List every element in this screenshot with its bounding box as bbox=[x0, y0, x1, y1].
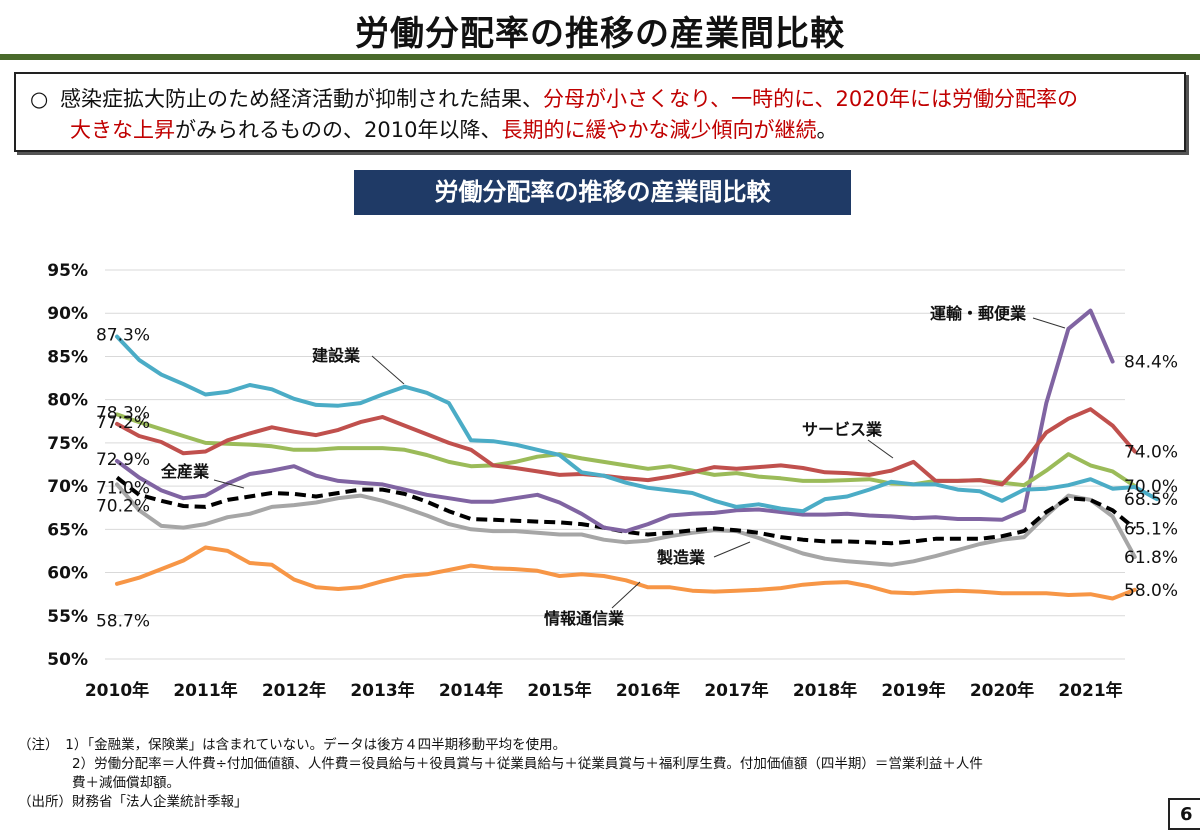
end-value-label-manufacturing: 61.8% bbox=[1124, 548, 1178, 568]
start-value-label-services: 77.2% bbox=[96, 413, 150, 433]
y-tick-label: 85% bbox=[47, 347, 88, 367]
y-tick-label: 90% bbox=[47, 304, 88, 324]
x-tick-label: 2017年 bbox=[704, 680, 768, 700]
summary-text-6: 。 bbox=[816, 118, 838, 142]
end-value-label-transport: 84.4% bbox=[1124, 353, 1178, 373]
series-annotation-manufacturing: 製造業 bbox=[656, 548, 706, 567]
annotation-leader-services bbox=[867, 439, 894, 459]
start-value-label-other_green: 78.3% bbox=[96, 403, 150, 423]
note-2: 2）労働分配率＝人件費÷付加価値額、人件費＝役員給与＋役員賞与＋従業員給与＋従業… bbox=[18, 756, 983, 772]
page-number: 6 bbox=[1168, 798, 1200, 830]
series-annotation-transport: 運輸・郵便業 bbox=[930, 304, 1027, 323]
y-tick-label: 80% bbox=[47, 391, 88, 411]
series-annotation-information: 情報通信業 bbox=[544, 609, 625, 628]
x-tick-label: 2019年 bbox=[881, 680, 945, 700]
x-tick-label: 2014年 bbox=[439, 680, 503, 700]
title-underline bbox=[0, 54, 1200, 60]
note-2-continued: 費＋減価償却額。 bbox=[18, 775, 180, 791]
footnotes: （注） 1）「金融業，保険業」は含まれていない。データは後方４四半期移動平均を使… bbox=[18, 736, 1168, 812]
y-tick-label: 70% bbox=[47, 477, 88, 497]
y-tick-label: 75% bbox=[47, 434, 88, 454]
summary-text-1: 感染症拡大防止のため経済活動が抑制された結果、 bbox=[60, 87, 543, 111]
series-line-manufacturing bbox=[115, 482, 1137, 567]
annotation-leader-construction bbox=[371, 355, 405, 385]
x-tick-label: 2021年 bbox=[1058, 680, 1122, 700]
series-annotation-services: サービス業 bbox=[802, 420, 883, 439]
x-tick-label: 2016年 bbox=[616, 680, 680, 700]
end-value-label-services: 74.0% bbox=[1124, 443, 1178, 463]
x-tick-label: 2011年 bbox=[173, 680, 237, 700]
start-value-label-construction: 87.3% bbox=[96, 326, 150, 346]
series-line-all bbox=[115, 475, 1137, 546]
x-tick-label: 2010年 bbox=[85, 680, 149, 700]
x-tick-label: 2012年 bbox=[262, 680, 326, 700]
series-line-other_green bbox=[115, 412, 1137, 489]
series-annotation-all: 全産業 bbox=[160, 462, 210, 481]
end-value-label-construction: 68.5% bbox=[1124, 490, 1178, 510]
end-value-label-all: 65.1% bbox=[1124, 519, 1178, 539]
start-value-label-transport: 72.9% bbox=[96, 450, 150, 470]
series-line-transport bbox=[115, 308, 1115, 534]
source-note: （出所）財務省「法人企業統計季報」 bbox=[18, 794, 248, 810]
y-tick-label: 55% bbox=[47, 607, 88, 627]
line-chart: 50% 55% 60% 65% 70% 75% 80% 85% 90% 95% 2010年 2011年… bbox=[47, 261, 1178, 700]
end-value-label-information: 58.0% bbox=[1124, 581, 1178, 601]
summary-text-3: 大きな上昇 bbox=[70, 118, 175, 142]
start-value-label-information: 58.7% bbox=[96, 612, 150, 632]
chart-title-banner: 労働分配率の推移の産業間比較 bbox=[354, 170, 851, 215]
annotation-leader-all bbox=[213, 479, 245, 489]
annotation-leader-manufacturing bbox=[713, 541, 751, 558]
start-value-label-all: 71.0% bbox=[96, 479, 150, 499]
y-tick-label: 50% bbox=[47, 650, 88, 670]
summary-text-2: 分母が小さくなり、一時的に、2020年には労働分配率の bbox=[543, 87, 1078, 111]
summary-text-5: 長期的に緩やかな減少傾向が継続 bbox=[501, 118, 817, 142]
note-1: （注） 1）「金融業，保険業」は含まれていない。データは後方４四半期移動平均を使… bbox=[18, 737, 567, 753]
series-line-information bbox=[115, 545, 1137, 601]
end-value-label-other_green: 70.0% bbox=[1124, 477, 1178, 497]
x-tick-label: 2013年 bbox=[350, 680, 414, 700]
series-line-construction bbox=[115, 334, 1159, 514]
x-tick-label: 2020年 bbox=[970, 680, 1034, 700]
series-line-services bbox=[115, 407, 1137, 487]
annotation-leader-transport bbox=[1032, 317, 1066, 329]
x-tick-label: 2018年 bbox=[793, 680, 857, 700]
bullet-circle-icon: ○ bbox=[30, 87, 49, 111]
y-tick-label: 95% bbox=[47, 261, 88, 281]
x-tick-label: 2015年 bbox=[527, 680, 591, 700]
y-tick-label: 60% bbox=[47, 564, 88, 584]
start-value-label-manufacturing: 70.2% bbox=[96, 497, 150, 517]
page-title: 労働分配率の推移の産業間比較 bbox=[355, 14, 845, 54]
y-tick-label: 65% bbox=[47, 520, 88, 540]
summary-box: ○ 感染症拡大防止のため経済活動が抑制された結果、分母が小さくなり、一時的に、20… bbox=[14, 72, 1186, 152]
annotation-leader-information bbox=[611, 581, 641, 609]
series-annotation-construction: 建設業 bbox=[312, 346, 361, 365]
summary-text-4: がみられるものの、2010年以降、 bbox=[175, 118, 502, 142]
